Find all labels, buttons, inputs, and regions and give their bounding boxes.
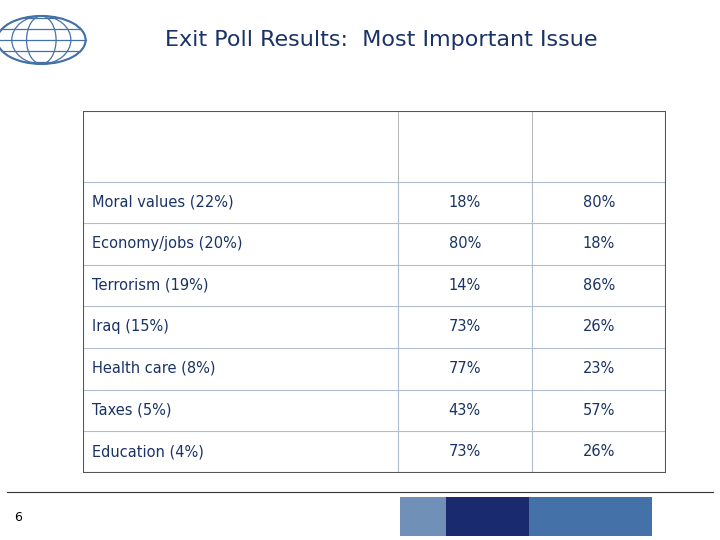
Text: Perspectives: Perspectives (91, 51, 140, 57)
Text: Issue (% of electorate: Issue (% of electorate (91, 126, 273, 141)
Text: %: % (593, 154, 606, 168)
Bar (400, 497, 446, 536)
Text: Iraq (15%): Iraq (15%) (91, 319, 168, 334)
Text: Moral values (22%): Moral values (22%) (91, 194, 233, 210)
Text: Health: Health (91, 34, 120, 43)
Text: naming as top issue): naming as top issue) (91, 153, 264, 167)
Text: 57%: 57% (582, 403, 615, 417)
Bar (529, 497, 652, 536)
Text: 26%: 26% (582, 319, 615, 334)
Text: Strategic: Strategic (91, 18, 131, 27)
Text: 43%: 43% (449, 403, 481, 417)
Text: 14%: 14% (449, 278, 481, 293)
Text: 80%: 80% (582, 194, 615, 210)
Text: 77%: 77% (449, 361, 481, 376)
Text: Economy/jobs (20%): Economy/jobs (20%) (91, 236, 242, 251)
Text: Health care (8%): Health care (8%) (91, 361, 215, 376)
Text: 86%: 86% (582, 278, 615, 293)
Text: Terrorism (19%): Terrorism (19%) (91, 278, 208, 293)
Bar (446, 497, 529, 536)
Text: 18%: 18% (582, 236, 615, 251)
Text: Bush: Bush (579, 128, 619, 143)
Text: 26%: 26% (582, 444, 615, 459)
Text: 73%: 73% (449, 319, 481, 334)
Text: %: % (458, 154, 472, 168)
Text: 6: 6 (14, 511, 22, 524)
Text: 80%: 80% (449, 236, 481, 251)
Text: Kerry: Kerry (442, 128, 487, 143)
Text: Exit Poll Results:  Most Important Issue: Exit Poll Results: Most Important Issue (165, 30, 598, 50)
Text: Education (4%): Education (4%) (91, 444, 204, 459)
Text: 73%: 73% (449, 444, 481, 459)
Text: 23%: 23% (582, 361, 615, 376)
Text: 18%: 18% (449, 194, 481, 210)
Text: Taxes (5%): Taxes (5%) (91, 403, 171, 417)
